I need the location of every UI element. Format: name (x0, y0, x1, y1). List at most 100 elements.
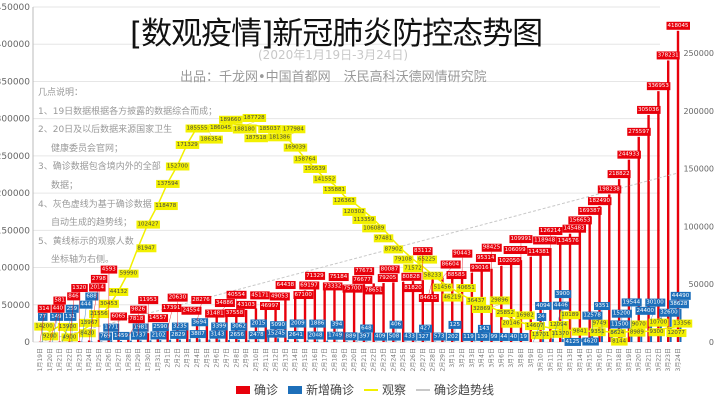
new-confirmed-bar (149, 340, 152, 342)
observation-data-label: 137594 (157, 181, 178, 187)
observation-label-box (136, 244, 157, 253)
confirmed-data-label: 93016 (471, 265, 489, 271)
observation-label-box (548, 321, 569, 330)
new-confirmed-leader-line (52, 320, 57, 342)
new-confirmed-label-box (79, 300, 93, 309)
new-confirmed-label-box (582, 337, 599, 346)
observation-data-label: 58233 (424, 273, 442, 279)
x-tick-label: 3月3日 (469, 348, 476, 368)
observation-data-label: 150539 (304, 166, 325, 172)
legend-item-confirmed[interactable]: 确诊 (236, 381, 278, 398)
x-tick-label: 3月4日 (479, 348, 486, 368)
new-confirmed-data-label: 19544 (623, 299, 641, 305)
confirmed-bar (608, 194, 611, 342)
new-confirmed-data-label: 3399 (212, 323, 226, 329)
legend-swatch-observation (364, 388, 379, 391)
new-confirmed-bar (208, 339, 211, 342)
confirmed-label-box (503, 246, 528, 255)
confirmed-data-label: 80087 (381, 266, 399, 272)
new-confirmed-label-box (99, 332, 113, 341)
observation-label-box (432, 283, 453, 292)
confirmed-data-label: 77673 (355, 268, 373, 274)
confirmed-data-label: 34886 (216, 300, 234, 306)
new-confirmed-bar (110, 340, 113, 342)
observation-label-box (466, 296, 487, 305)
observation-label-box (154, 202, 178, 211)
confirmed-bar (323, 287, 326, 342)
confirmed-data-label: 118948 (534, 237, 555, 243)
confirmed-trendline (39, 172, 679, 343)
new-confirmed-bar (90, 341, 93, 342)
observation-label-box (648, 318, 669, 327)
confirmed-leader-line (88, 291, 98, 341)
confirmed-data-label: 24554 (182, 308, 200, 314)
new-confirmed-data-label: 202 (448, 334, 459, 340)
new-confirmed-label-box (211, 322, 228, 331)
new-confirmed-data-label: 24 (538, 314, 545, 320)
y-right-tick-label: 150000 (683, 165, 714, 174)
confirmed-bar (78, 341, 81, 342)
legend-item-new-confirmed[interactable]: 新增确诊 (288, 381, 354, 398)
observation-label-box (136, 220, 160, 229)
confirmed-label-box (71, 284, 88, 293)
confirmed-bar (509, 263, 513, 342)
x-tick-label: 1月22日 (66, 348, 73, 371)
confirmed-bar (343, 285, 346, 342)
new-confirmed-data-label: 149 (51, 314, 62, 320)
new-confirmed-data-label: 1771 (104, 325, 118, 331)
new-confirmed-data-label: 889 (346, 333, 357, 339)
observation-label-box (373, 234, 394, 243)
new-confirmed-label-box (448, 320, 462, 329)
x-tick-label: 2月23日 (381, 348, 388, 371)
new-confirmed-label-box (65, 304, 79, 313)
observation-label-box (456, 284, 476, 293)
observation-data-label: 185037 (259, 126, 280, 132)
new-confirmed-label-box (250, 319, 267, 328)
observation-leader-line (236, 124, 245, 126)
observation-data-label: 9351 (591, 329, 605, 335)
new-confirmed-data-label: 3694 (193, 319, 207, 325)
new-confirmed-label-box (38, 312, 48, 321)
confirmed-label-box (413, 247, 433, 256)
new-confirmed-label-box (476, 332, 490, 341)
x-tick-label: 2月18日 (331, 348, 338, 371)
new-confirmed-bar (542, 338, 545, 342)
new-confirmed-data-label: 3062 (232, 324, 246, 330)
legend: 确诊 新增确诊 观察 确诊趋势线 (236, 381, 494, 398)
confirmed-data-label: 4593 (102, 267, 116, 273)
observation-data-label: 187728 (244, 115, 265, 121)
new-confirmed-label-box (50, 312, 64, 321)
x-tick-label: 2月5日 (204, 348, 211, 368)
confirmed-data-label: 81820 (404, 285, 422, 291)
confirmed-label-box (110, 312, 128, 321)
observation-data-label: 87902 (385, 246, 403, 252)
observation-data-label: 10700 (650, 320, 668, 326)
legend-item-observation[interactable]: 观察 (364, 381, 406, 398)
observation-data-label: 120302 (344, 209, 365, 215)
new-confirmed-label-box (209, 330, 226, 339)
observation-data-label: 97481 (375, 235, 393, 241)
x-tick-label: 3月9日 (528, 348, 535, 368)
observation-data-label: 171329 (177, 142, 198, 148)
observation-label-box (165, 162, 190, 171)
observation-data-label: 36437 (467, 298, 485, 304)
x-tick-label: 3月1日 (449, 348, 456, 368)
new-confirmed-label-box (403, 332, 417, 341)
new-confirmed-data-label: 1886 (310, 321, 324, 327)
confirmed-data-label: 2798 (92, 276, 106, 282)
legend-item-trendline[interactable]: 确诊趋势线 (416, 381, 494, 398)
new-confirmed-label-box (552, 301, 570, 310)
confirmed-data-label: 67100 (294, 292, 312, 298)
confirmed-data-label: 43103 (237, 302, 255, 308)
x-tick-label: 3月2日 (459, 348, 466, 368)
confirmed-bar (657, 91, 660, 342)
new-confirmed-data-label: 131 (65, 314, 76, 320)
confirmed-label-box (538, 227, 563, 236)
new-confirmed-leader-line (611, 328, 621, 334)
confirmed-bar (470, 272, 474, 342)
new-confirmed-data-label: 11500 (611, 321, 629, 327)
new-confirmed-leader-line (533, 320, 542, 343)
new-confirmed-label-box (536, 312, 547, 321)
confirmed-label-box (607, 170, 631, 179)
